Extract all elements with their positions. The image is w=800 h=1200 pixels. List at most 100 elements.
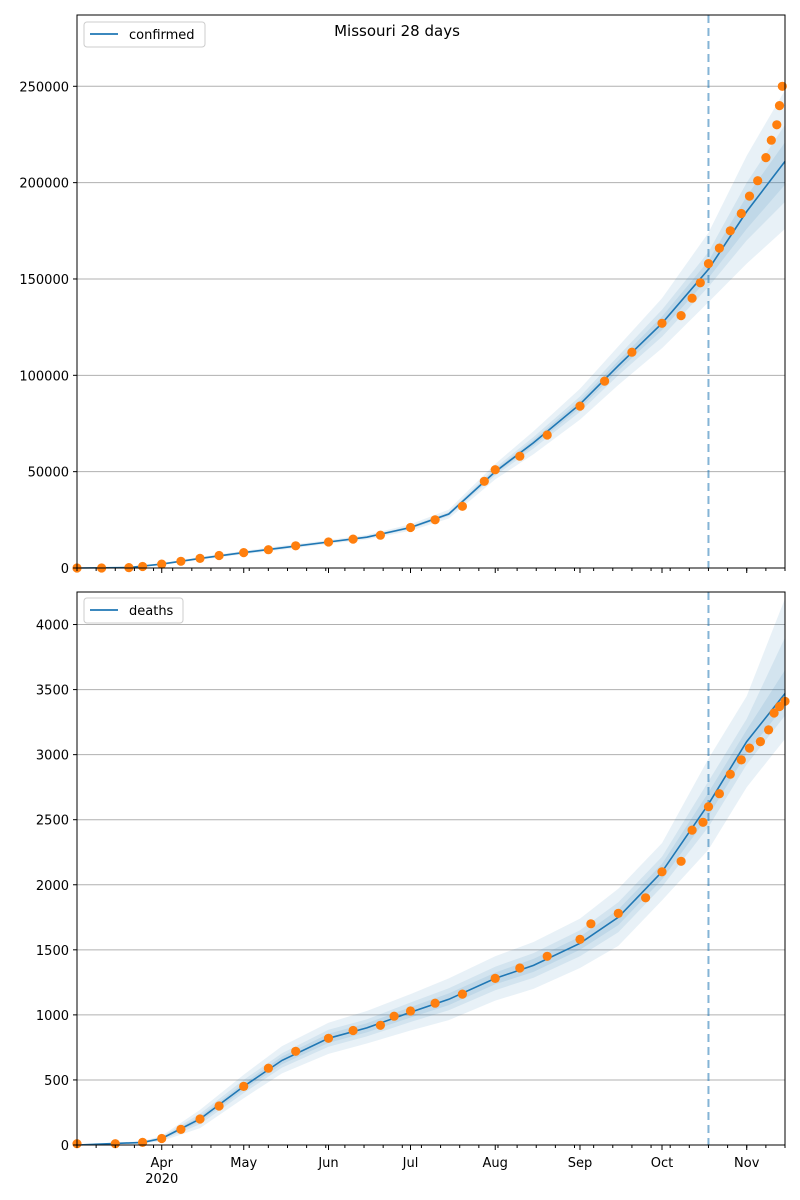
- deaths-ytick-label: 0: [61, 1139, 69, 1154]
- deaths-xtick-label: May: [230, 1156, 257, 1171]
- confirmed-observed-point: [214, 550, 224, 561]
- deaths-observed-point: [176, 1124, 186, 1134]
- confirmed-observed-point: [176, 556, 186, 566]
- deaths-observed-point: [542, 951, 552, 961]
- deaths-xtick-label: Nov: [734, 1156, 760, 1171]
- confirmed-ytick-label: 0: [61, 562, 69, 577]
- deaths-band-1: [77, 598, 785, 1145]
- confirmed-panel: 0 50000 100000 150000 200000 250000 confirmed: [19, 14, 787, 577]
- deaths-observed-point: [389, 1011, 399, 1021]
- confirmed-observed-point: [600, 376, 610, 386]
- deaths-ytick-label: 1000: [36, 1009, 69, 1024]
- deaths-observed-point: [195, 1114, 205, 1124]
- deaths-xtick-label: Jun: [317, 1156, 338, 1171]
- confirmed-legend-label: confirmed: [129, 28, 195, 43]
- deaths-ytick-label: 4000: [36, 619, 69, 634]
- confirmed-observed-point: [542, 430, 552, 440]
- deaths-observed-point: [687, 825, 697, 835]
- confirmed-observed-point: [348, 534, 358, 544]
- confirmed-observed-point: [375, 530, 385, 540]
- confirmed-observed-point: [736, 208, 746, 219]
- confirmed-axes: 0 50000 100000 150000 200000 250000: [19, 14, 786, 577]
- confirmed-observed-point: [676, 311, 686, 321]
- confirmed-observed-point: [772, 120, 782, 130]
- deaths-band-2: [77, 637, 785, 1145]
- confirmed-grid: [77, 85, 785, 473]
- confirmed-observed-point: [323, 537, 334, 547]
- deaths-observed-point: [586, 919, 596, 929]
- confirmed-observed-point: [479, 476, 489, 486]
- confirmed-observed-point: [405, 522, 416, 533]
- confirmed-bands: [77, 90, 785, 569]
- deaths-observed-point: [375, 1020, 385, 1030]
- deaths-legend: deaths: [83, 597, 184, 624]
- confirmed-legend-box: [83, 21, 206, 48]
- deaths-observed-point: [764, 725, 774, 735]
- deaths-xtick-label: Jul: [402, 1156, 419, 1171]
- confirmed-observed-point: [714, 243, 725, 253]
- deaths-bands: [77, 598, 785, 1145]
- deaths-axes: 0 500 1000 1500 2000 2500 3000 3500 4000 Apr May Ju…: [36, 591, 786, 1187]
- figure-title: Missouri 28 days: [334, 22, 460, 40]
- confirmed-band-1: [77, 90, 785, 568]
- deaths-observed-point: [725, 769, 735, 779]
- deaths-grid: [77, 624, 785, 1081]
- deaths-observed-point: [515, 963, 525, 973]
- confirmed-band-3: [77, 142, 785, 568]
- confirmed-ytick-label: 100000: [19, 369, 69, 384]
- confirmed-observed-point: [725, 226, 735, 236]
- deaths-observed-point: [110, 1139, 120, 1149]
- confirmed-observed-point: [457, 501, 467, 511]
- confirmed-observed-point: [766, 135, 776, 145]
- deaths-ytick-label: 3000: [36, 749, 69, 764]
- deaths-observed-point: [291, 1046, 301, 1056]
- deaths-observed-point: [641, 893, 651, 903]
- confirmed-observed-point: [774, 101, 785, 111]
- confirmed-observed-point: [157, 559, 167, 569]
- confirmed-legend: confirmed: [83, 21, 206, 48]
- deaths-observed-point: [736, 755, 746, 765]
- deaths-observed-point: [214, 1101, 224, 1111]
- confirmed-band-2: [77, 124, 785, 569]
- deaths-ytick-label: 2500: [36, 814, 69, 829]
- deaths-observed-point: [457, 989, 467, 999]
- confirmed-ytick-label: 150000: [19, 273, 69, 288]
- confirmed-observed-point: [575, 401, 585, 411]
- confirmed-observed-point: [753, 176, 763, 186]
- deaths-xtick-label: Apr: [150, 1156, 173, 1171]
- deaths-observed-point: [698, 817, 708, 827]
- confirmed-observed-point: [239, 548, 249, 558]
- confirmed-observed-point: [263, 545, 273, 555]
- deaths-observed-points: [72, 696, 790, 1149]
- confirmed-observed-point: [695, 278, 705, 288]
- deaths-observed-point: [575, 934, 585, 945]
- confirmed-ytick-label: 250000: [19, 80, 69, 95]
- deaths-frame: [76, 591, 786, 1146]
- deaths-observed-point: [613, 908, 623, 919]
- deaths-observed-point: [490, 973, 500, 984]
- deaths-observed-point: [755, 737, 766, 747]
- deaths-observed-point: [348, 1025, 358, 1036]
- confirmed-observed-point: [627, 347, 637, 357]
- deaths-model-line: [76, 693, 786, 1146]
- deaths-observed-point: [657, 867, 667, 877]
- confirmed-observed-point: [703, 259, 714, 269]
- deaths-xtick-label: Oct: [651, 1156, 673, 1171]
- deaths-band-3: [77, 670, 785, 1145]
- confirmed-observed-point: [291, 541, 301, 551]
- confirmed-observed-point: [515, 451, 525, 461]
- deaths-xtick-label: Sep: [568, 1156, 593, 1171]
- deaths-ytick-label: 1500: [36, 944, 69, 959]
- confirmed-observed-point: [490, 465, 500, 475]
- confirmed-model-line: [76, 160, 786, 569]
- confirmed-observed-point: [777, 81, 787, 91]
- confirmed-observed-point: [761, 153, 771, 163]
- deaths-observed-point: [703, 802, 714, 812]
- confirmed-ytick-label: 200000: [19, 177, 69, 192]
- confirmed-observed-points: [72, 81, 787, 573]
- deaths-observed-point: [138, 1137, 148, 1147]
- deaths-ytick-label: 3500: [36, 684, 69, 699]
- deaths-model-line-layer: [76, 693, 786, 1146]
- confirmed-observed-point: [657, 318, 667, 328]
- confirmed-observed-point: [744, 191, 755, 201]
